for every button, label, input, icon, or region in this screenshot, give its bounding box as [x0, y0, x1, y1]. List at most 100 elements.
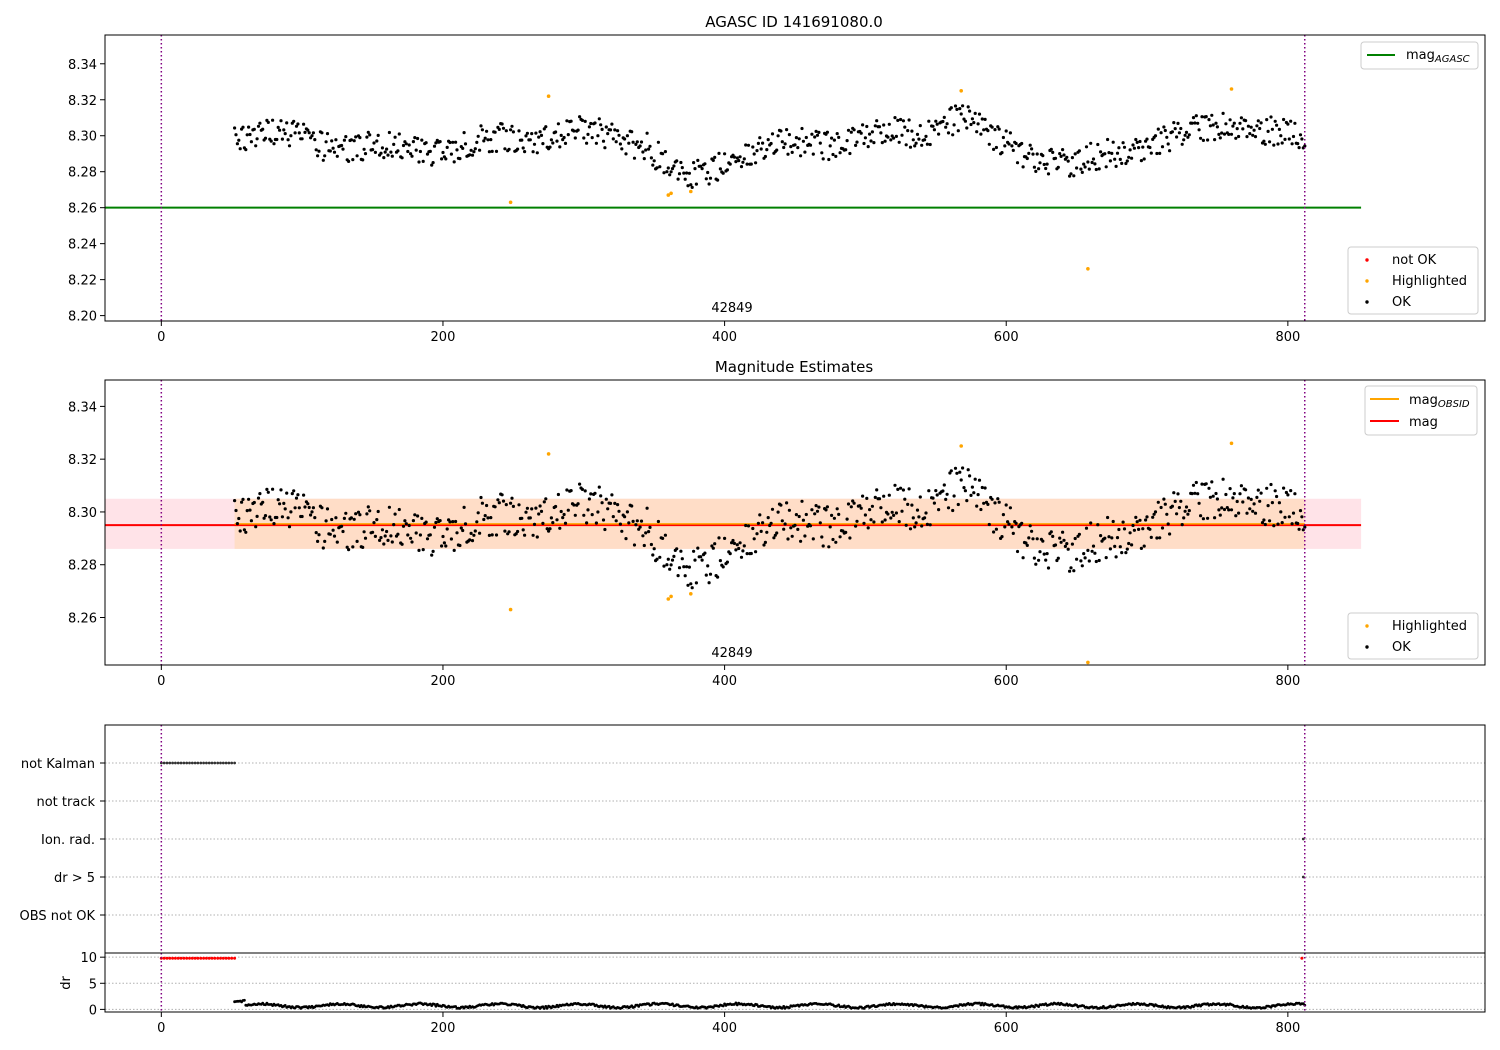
ok-point: [1099, 150, 1103, 154]
ok-point: [877, 125, 882, 129]
ok-point: [462, 505, 466, 509]
ok-point: [811, 537, 815, 541]
ok-point: [616, 129, 620, 133]
ok-point: [1220, 506, 1224, 510]
ok-point: [1163, 502, 1167, 506]
ok-point: [1287, 515, 1291, 519]
ok-point: [648, 525, 652, 530]
ok-point: [1197, 128, 1201, 132]
flag-point: [193, 761, 197, 765]
ok-point: [992, 530, 996, 534]
ok-point: [761, 141, 765, 145]
ok-point: [934, 489, 938, 493]
ok-point: [799, 154, 803, 158]
ok-point: [509, 501, 513, 505]
ok-point: [558, 526, 562, 530]
ok-point: [872, 141, 876, 145]
ok-point: [634, 142, 638, 146]
ok-point: [721, 171, 725, 175]
ok-point: [693, 558, 697, 562]
ok-point: [1272, 143, 1276, 147]
ok-point: [907, 487, 911, 491]
ok-point: [1082, 162, 1086, 166]
ok-point: [935, 122, 939, 126]
ok-point: [603, 527, 607, 532]
ok-point: [278, 502, 282, 506]
ok-point: [1045, 552, 1049, 556]
ok-point: [1010, 525, 1014, 529]
ok-point: [313, 516, 317, 520]
ok-point: [1269, 115, 1273, 119]
ok-point: [787, 133, 792, 137]
ok-point: [1172, 121, 1176, 125]
not-ok-point: [227, 956, 231, 960]
ok-point: [293, 506, 297, 510]
ok-point: [1256, 119, 1260, 123]
ok-point: [610, 122, 614, 126]
highlighted-point: [508, 607, 513, 612]
ok-point: [779, 503, 783, 507]
flag-point: [224, 761, 228, 765]
ok-point: [1142, 157, 1146, 161]
ok-point: [566, 508, 570, 512]
ok-point: [676, 177, 680, 181]
ok-point: [1087, 559, 1091, 563]
ok-point: [340, 143, 344, 148]
ok-point: [1252, 502, 1256, 506]
ok-point: [859, 131, 863, 135]
ok-point: [723, 536, 727, 541]
ok-point: [421, 548, 425, 552]
ok-point: [896, 487, 900, 491]
ok-point: [458, 543, 462, 548]
ok-point: [380, 146, 384, 150]
ok-point: [451, 520, 455, 524]
ok-point: [1187, 133, 1191, 137]
ok-point: [630, 504, 634, 508]
y-tick-label: 8.34: [68, 58, 97, 73]
ok-point: [1142, 544, 1146, 548]
ok-point: [461, 528, 465, 533]
ok-point: [539, 133, 544, 137]
not-ok-point: [193, 956, 197, 960]
ok-point: [1096, 142, 1100, 147]
ok-point: [275, 137, 279, 142]
ok-point: [1030, 147, 1034, 151]
ok-point: [993, 501, 997, 505]
ok-point: [890, 510, 894, 514]
ok-point: [252, 127, 256, 131]
ok-point: [455, 531, 459, 535]
ok-point: [404, 142, 408, 146]
ok-point: [1049, 530, 1053, 534]
ok-point: [896, 118, 900, 122]
ok-point: [1127, 155, 1131, 159]
ok-point: [352, 139, 356, 143]
ok-point: [687, 171, 692, 175]
ok-point: [725, 560, 730, 564]
ok-point: [1182, 516, 1186, 520]
ok-point: [1175, 135, 1179, 139]
ok-point: [413, 136, 417, 140]
ok-point: [528, 138, 532, 142]
ok-point: [531, 150, 535, 154]
ok-point: [648, 144, 652, 148]
ok-point: [1193, 491, 1197, 495]
ok-point: [400, 156, 404, 160]
ok-point: [252, 500, 256, 505]
ok-point: [846, 128, 851, 132]
ok-point: [293, 131, 297, 135]
y-tick-label: 8.32: [68, 453, 97, 468]
ok-point: [794, 513, 799, 517]
ok-point: [1004, 503, 1008, 507]
flag-label: dr > 5: [54, 871, 95, 886]
ok-point: [235, 142, 239, 146]
ok-point: [1158, 536, 1162, 540]
ok-point: [1244, 119, 1248, 123]
ok-point: [887, 122, 891, 126]
panel-1-frame: [104, 34, 1486, 322]
ok-point: [739, 165, 744, 169]
ok-point: [366, 505, 370, 509]
ok-point: [770, 507, 775, 511]
ok-point: [586, 508, 590, 512]
ok-point: [1190, 492, 1194, 496]
ok-point: [1107, 151, 1111, 155]
